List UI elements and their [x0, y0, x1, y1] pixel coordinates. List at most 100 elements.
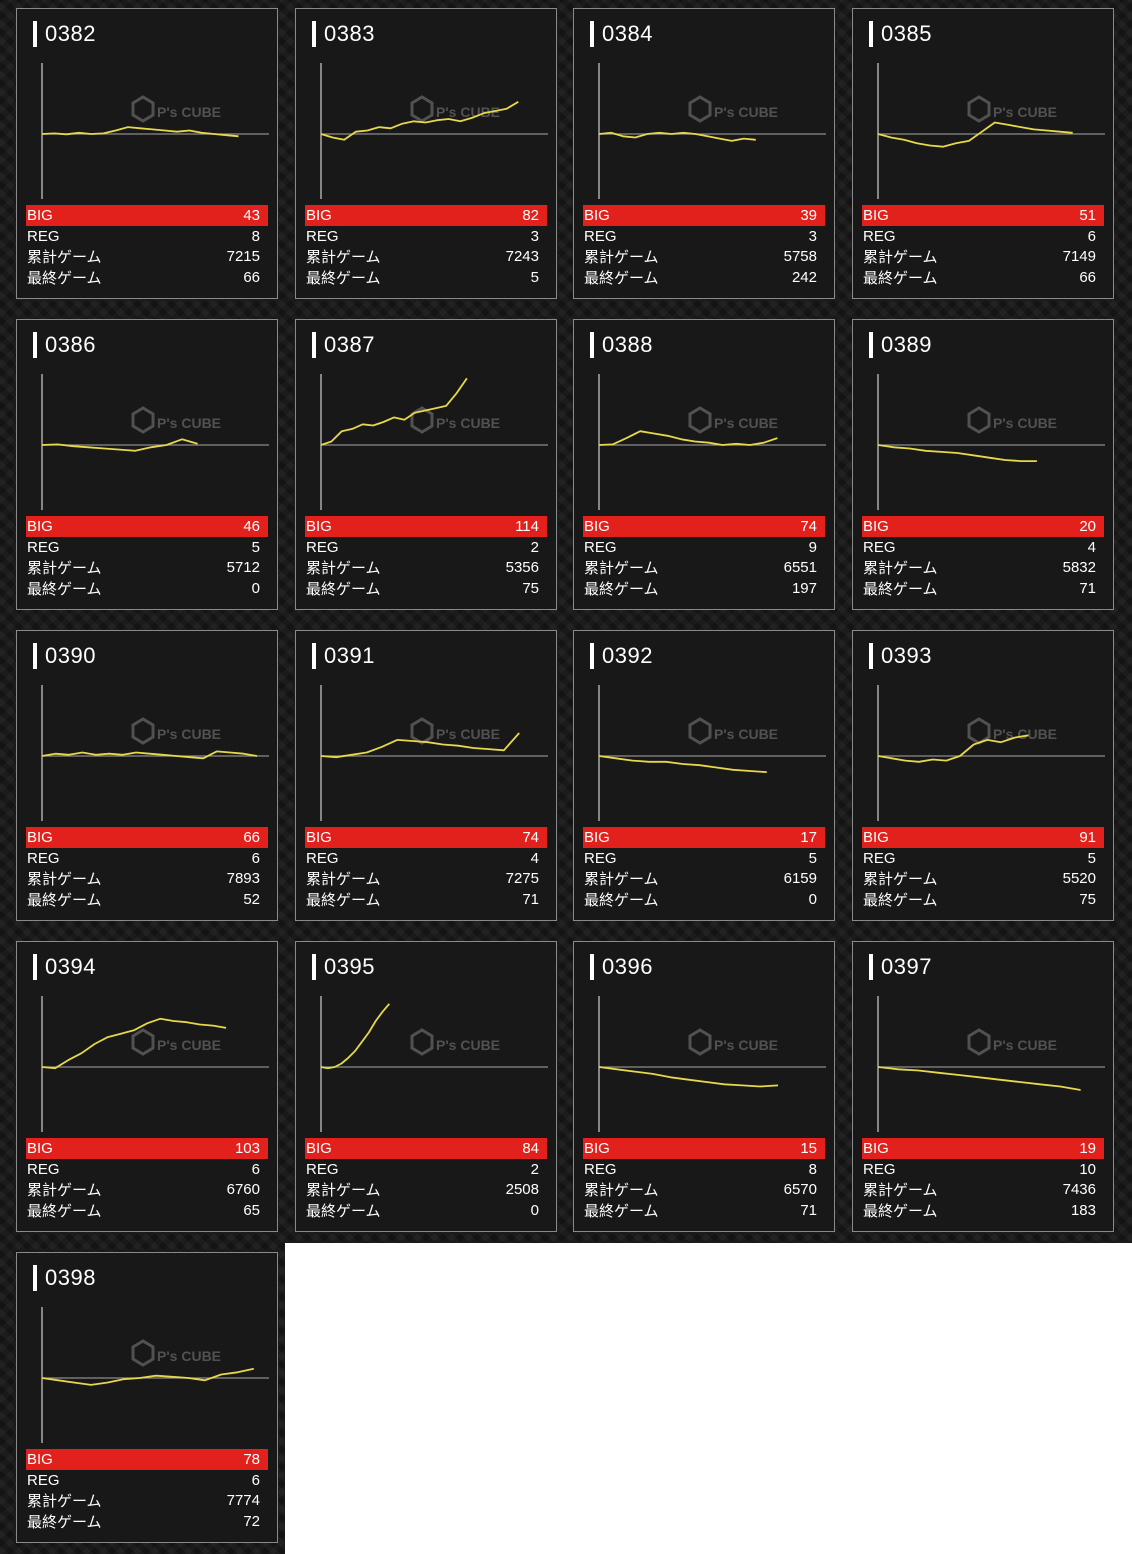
reg-count: 5 [1087, 849, 1096, 867]
last-games-row: 最終ゲーム 71 [583, 1200, 825, 1221]
total-games-label: 累計ゲーム [306, 871, 381, 889]
machine-card-0382[interactable]: 0382 P's CUBE BIG 43 REG 8 累計ゲーム 7215 [16, 8, 278, 299]
big-count: 103 [234, 1140, 260, 1157]
cube-icon [410, 717, 434, 745]
big-row: BIG 84 [305, 1138, 547, 1159]
slump-graph: P's CUBE [320, 685, 548, 821]
big-row: BIG 17 [583, 827, 825, 848]
big-label: BIG [27, 829, 53, 846]
last-games-label: 最終ゲーム [306, 891, 381, 909]
machine-card-0393[interactable]: 0393 P's CUBE BIG 91 REG 5 累計ゲーム 5520 [852, 630, 1114, 921]
machine-number: 0394 [33, 954, 96, 980]
reg-row: REG 8 [26, 226, 268, 247]
total-games-value: 7243 [505, 248, 539, 266]
total-games-label: 累計ゲーム [863, 871, 938, 889]
cube-icon [131, 1339, 155, 1367]
machine-number: 0390 [33, 643, 96, 669]
watermark-text: P's CUBE [436, 726, 500, 742]
big-row: BIG 66 [26, 827, 268, 848]
machine-card-0398[interactable]: 0398 P's CUBE BIG 78 REG 6 累計ゲーム 7774 [16, 1252, 278, 1543]
total-games-label: 累計ゲーム [27, 1182, 102, 1200]
reg-row: REG 3 [305, 226, 547, 247]
total-games-label: 累計ゲーム [27, 560, 102, 578]
cube-icon [688, 406, 712, 434]
pscube-watermark-logo: P's CUBE [131, 1339, 221, 1367]
machine-card-0384[interactable]: 0384 P's CUBE BIG 39 REG 3 累計ゲーム 5758 [573, 8, 835, 299]
total-games-label: 累計ゲーム [863, 249, 938, 267]
last-games-row: 最終ゲーム 5 [305, 267, 547, 288]
last-games-value: 71 [522, 890, 539, 908]
total-games-row: 累計ゲーム 6551 [583, 558, 825, 579]
last-games-row: 最終ゲーム 0 [26, 578, 268, 599]
pscube-watermark-logo: P's CUBE [131, 717, 221, 745]
total-games-value: 7893 [226, 870, 260, 888]
machine-card-0385[interactable]: 0385 P's CUBE BIG 51 REG 6 累計ゲーム 7149 [852, 8, 1114, 299]
machine-card-0392[interactable]: 0392 P's CUBE BIG 17 REG 5 累計ゲーム 6159 [573, 630, 835, 921]
reg-count: 5 [808, 849, 817, 867]
big-label: BIG [584, 1140, 610, 1157]
last-games-row: 最終ゲーム 72 [26, 1511, 268, 1532]
reg-row: REG 4 [305, 848, 547, 869]
reg-count: 4 [1087, 538, 1096, 556]
watermark-text: P's CUBE [436, 1037, 500, 1053]
big-count: 114 [515, 518, 539, 535]
reg-count: 8 [808, 1160, 817, 1178]
cube-icon [410, 95, 434, 123]
big-label: BIG [306, 1140, 332, 1157]
machine-card-0395[interactable]: 0395 P's CUBE BIG 84 REG 2 累計ゲーム 2508 [295, 941, 557, 1232]
watermark-text: P's CUBE [157, 104, 221, 120]
last-games-label: 最終ゲーム [27, 1513, 102, 1531]
big-count: 20 [1079, 518, 1096, 535]
big-count: 46 [243, 518, 260, 535]
total-games-value: 6551 [783, 559, 817, 577]
stats-table: BIG 39 REG 3 累計ゲーム 5758 最終ゲーム 242 [583, 205, 825, 288]
machine-card-0390[interactable]: 0390 P's CUBE BIG 66 REG 6 累計ゲーム 7893 [16, 630, 278, 921]
last-games-value: 183 [1070, 1201, 1096, 1219]
total-games-row: 累計ゲーム 5520 [862, 869, 1104, 890]
big-count: 91 [1079, 829, 1096, 846]
slump-line [877, 734, 1029, 763]
machine-card-0383[interactable]: 0383 P's CUBE BIG 82 REG 3 累計ゲーム 7243 [295, 8, 557, 299]
pscube-watermark-logo: P's CUBE [967, 717, 1057, 745]
big-label: BIG [27, 518, 53, 535]
reg-row: REG 2 [305, 537, 547, 558]
reg-row: REG 8 [583, 1159, 825, 1180]
machine-card-0386[interactable]: 0386 P's CUBE BIG 46 REG 5 累計ゲーム 5712 [16, 319, 278, 610]
watermark-text: P's CUBE [436, 415, 500, 431]
reg-row: REG 6 [26, 1470, 268, 1491]
machine-card-0387[interactable]: 0387 P's CUBE BIG 114 REG 2 累計ゲーム 5356 [295, 319, 557, 610]
machine-number: 0383 [312, 21, 375, 47]
last-games-row: 最終ゲーム 71 [305, 889, 547, 910]
pscube-watermark-logo: P's CUBE [131, 1028, 221, 1056]
total-games-row: 累計ゲーム 7149 [862, 247, 1104, 268]
slump-graph: P's CUBE [877, 374, 1105, 510]
reg-label: REG [27, 538, 60, 556]
slump-line [877, 1066, 1081, 1091]
machine-number: 0384 [590, 21, 653, 47]
pscube-watermark-logo: P's CUBE [967, 406, 1057, 434]
watermark-text: P's CUBE [714, 104, 778, 120]
reg-count: 5 [251, 538, 260, 556]
machine-card-0397[interactable]: 0397 P's CUBE BIG 19 REG 10 累計ゲーム 7436 [852, 941, 1114, 1232]
machine-card-0389[interactable]: 0389 P's CUBE BIG 20 REG 4 累計ゲーム 5832 [852, 319, 1114, 610]
machine-card-0394[interactable]: 0394 P's CUBE BIG 103 REG 6 累計ゲーム 6760 [16, 941, 278, 1232]
machine-card-0391[interactable]: 0391 P's CUBE BIG 74 REG 4 累計ゲーム 7275 [295, 630, 557, 921]
big-count: 82 [522, 207, 539, 224]
reg-label: REG [306, 227, 339, 245]
cube-icon [967, 1028, 991, 1056]
machine-card-0388[interactable]: 0388 P's CUBE BIG 74 REG 9 累計ゲーム 6551 [573, 319, 835, 610]
stats-table: BIG 74 REG 4 累計ゲーム 7275 最終ゲーム 71 [305, 827, 547, 910]
last-games-label: 最終ゲーム [584, 269, 659, 287]
reg-label: REG [27, 227, 60, 245]
total-games-value: 5520 [1062, 870, 1096, 888]
big-row: BIG 51 [862, 205, 1104, 226]
big-label: BIG [863, 518, 889, 535]
big-count: 51 [1079, 207, 1096, 224]
reg-label: REG [863, 849, 896, 867]
total-games-row: 累計ゲーム 7436 [862, 1180, 1104, 1201]
last-games-row: 最終ゲーム 66 [26, 267, 268, 288]
slump-line [41, 1017, 227, 1070]
machine-card-0396[interactable]: 0396 P's CUBE BIG 15 REG 8 累計ゲーム 6570 [573, 941, 835, 1232]
big-row: BIG 74 [583, 516, 825, 537]
